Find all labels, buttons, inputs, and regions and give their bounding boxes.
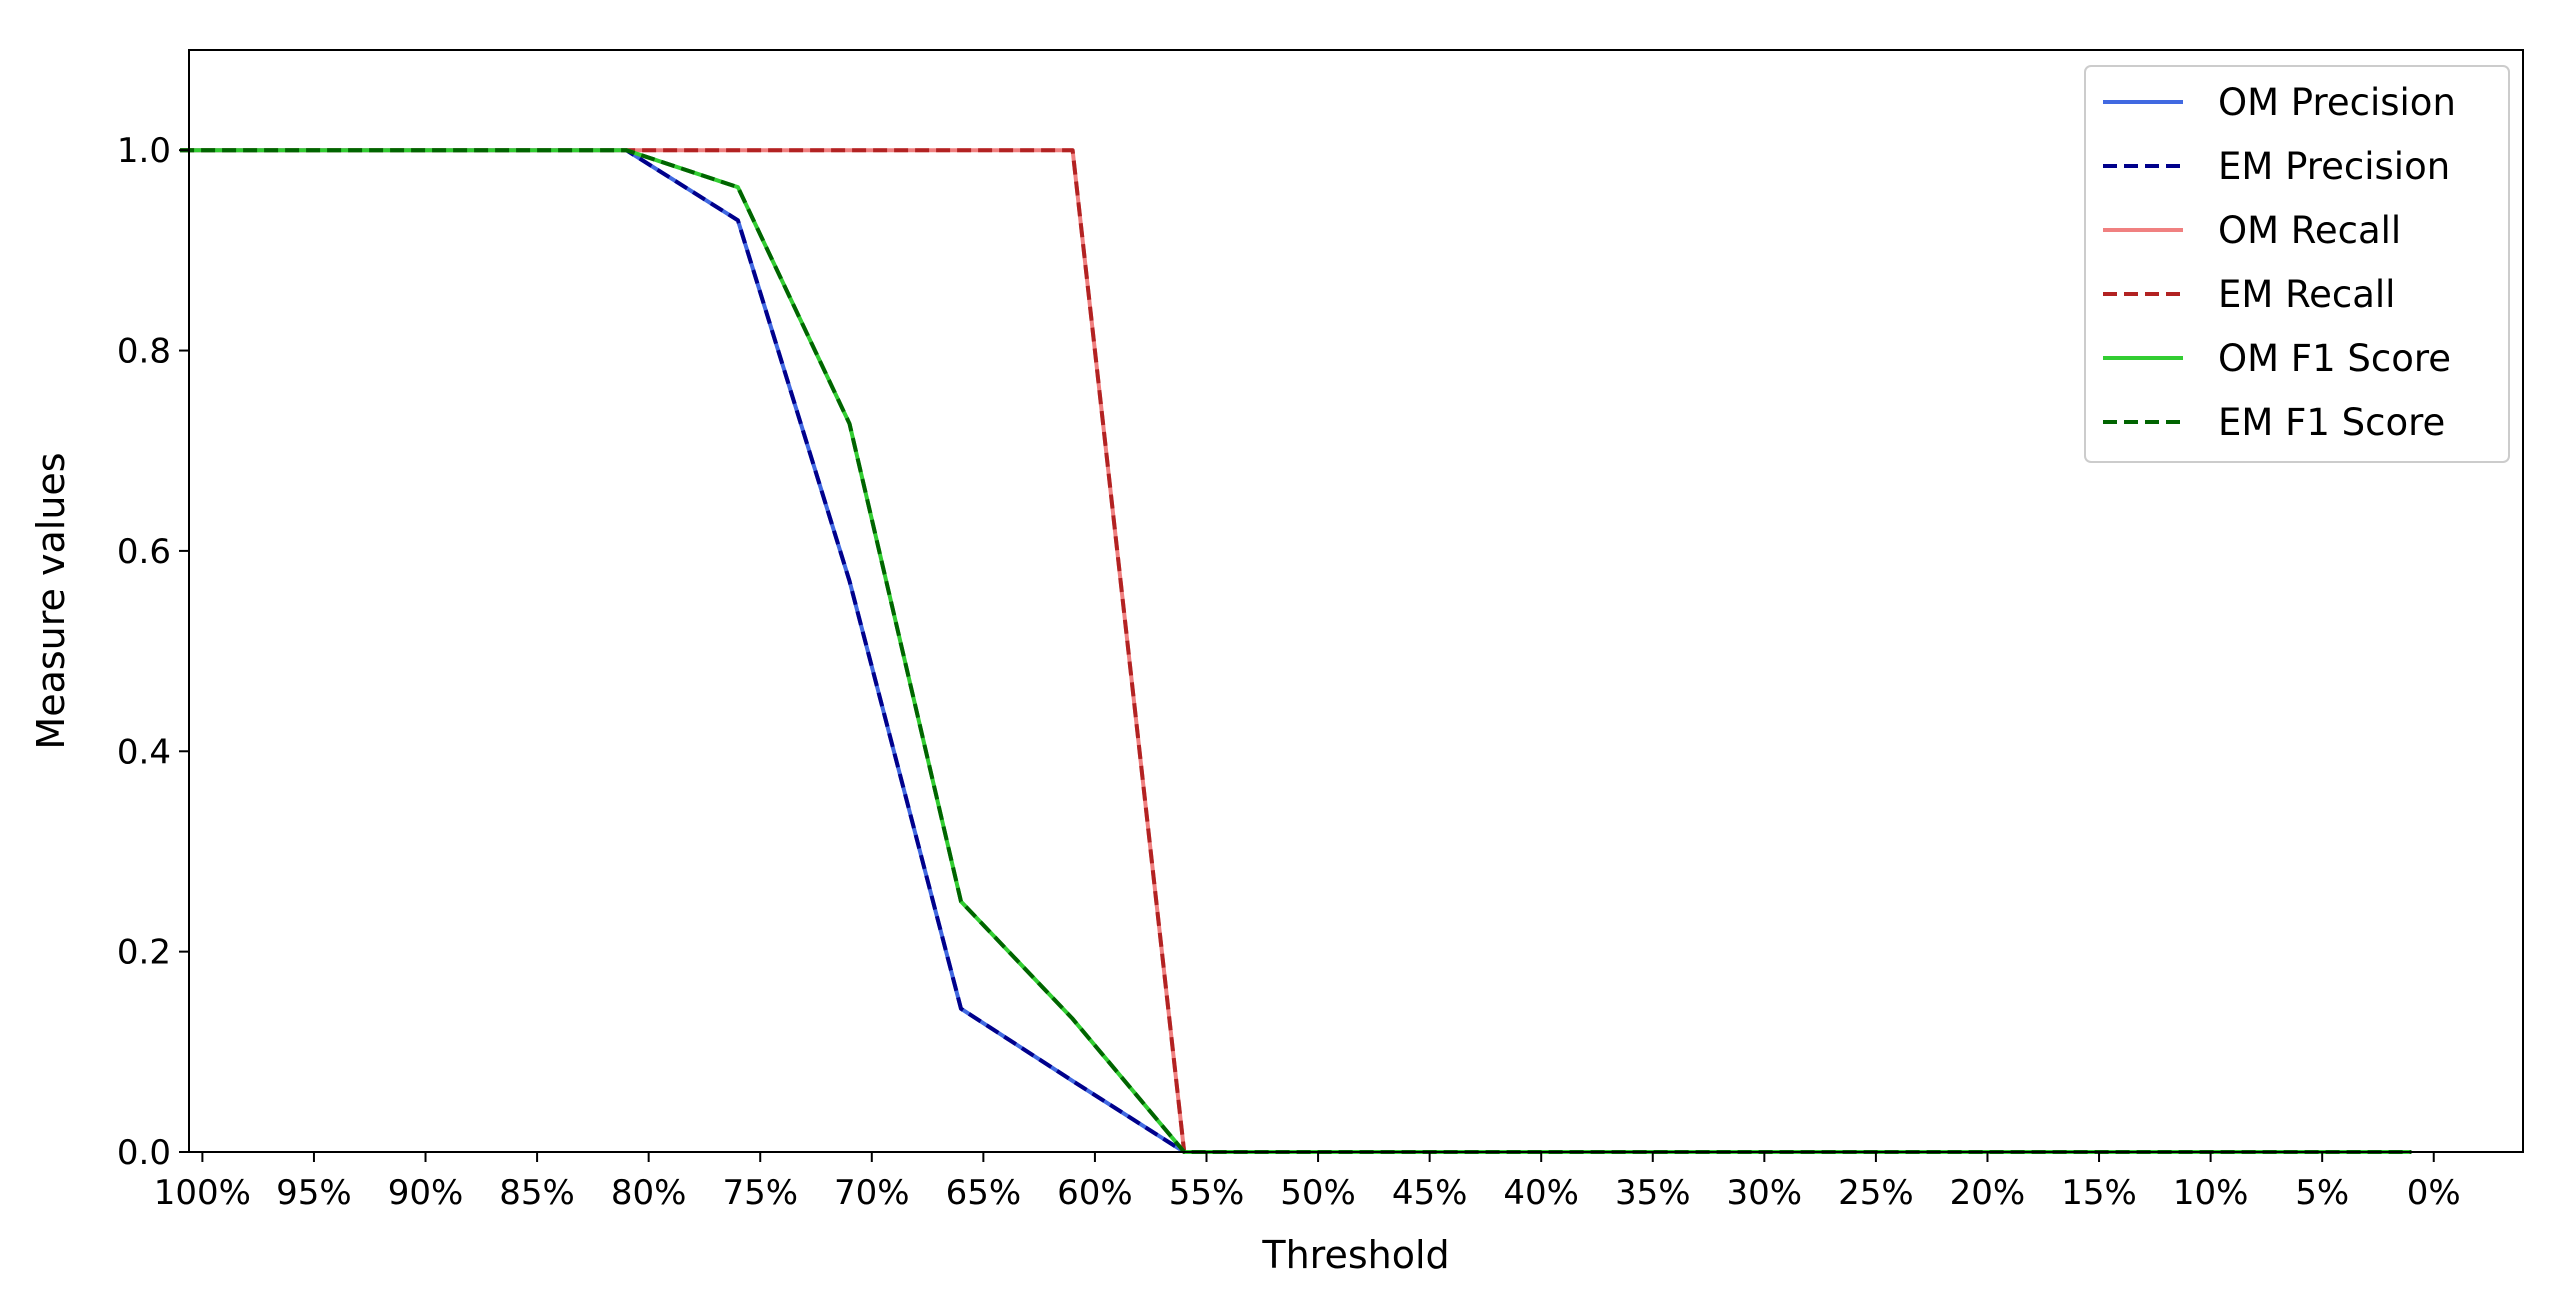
x-tick-label: 95%	[276, 1173, 352, 1213]
legend-label: EM F1 Score	[2218, 401, 2445, 444]
x-tick-label: 65%	[946, 1173, 1022, 1213]
x-tick-label: 15%	[2061, 1173, 2137, 1213]
series-line-om-precision	[180, 148, 2412, 1154]
x-tick-label: 70%	[834, 1173, 910, 1213]
series-line-om-recall	[180, 148, 2412, 1154]
series-line-em-recall	[180, 148, 2412, 1154]
legend-label: OM Recall	[2218, 209, 2401, 252]
legend-label: EM Precision	[2218, 145, 2450, 188]
legend: OM Precision EM Precision OM Recall EM Reca…	[2084, 65, 2510, 463]
x-tick-label: 0%	[2407, 1173, 2461, 1213]
x-tick-label: 35%	[1615, 1173, 1691, 1213]
legend-box	[2084, 65, 2510, 463]
x-tick-label: 80%	[611, 1173, 687, 1213]
x-tick-label: 5%	[2295, 1173, 2349, 1213]
legend-label: EM Recall	[2218, 273, 2395, 316]
x-axis: 100% 95% 90% 85% 80% 75% 70% 65% 60% 55% 50% 45% 40%…	[154, 1152, 2461, 1213]
x-tick-label: 85%	[499, 1173, 575, 1213]
x-tick-label: 45%	[1392, 1173, 1468, 1213]
x-tick-label: 50%	[1280, 1173, 1356, 1213]
y-tick-label: 0.6	[117, 532, 171, 572]
y-axis: 0.0 0.2 0.4 0.6 0.8 1.0	[117, 131, 189, 1173]
y-tick-label: 0.0	[117, 1133, 171, 1173]
y-tick-label: 1.0	[117, 131, 171, 171]
x-axis-label: Threshold	[1261, 1233, 1449, 1277]
y-tick-label: 0.8	[117, 332, 171, 372]
y-axis-label: Measure values	[29, 452, 73, 749]
y-tick-label: 0.2	[117, 933, 171, 973]
legend-label: OM F1 Score	[2218, 337, 2451, 380]
x-tick-label: 25%	[1838, 1173, 1914, 1213]
x-tick-label: 55%	[1169, 1173, 1245, 1213]
series-line-em-f1-score	[180, 148, 2412, 1154]
x-tick-label: 75%	[722, 1173, 798, 1213]
x-tick-label: 60%	[1057, 1173, 1133, 1213]
x-tick-label: 10%	[2173, 1173, 2249, 1213]
series-line-om-f1-score	[180, 148, 2412, 1154]
y-tick-label: 0.4	[117, 732, 171, 772]
legend-label: OM Precision	[2218, 81, 2456, 124]
x-tick-label: 40%	[1503, 1173, 1579, 1213]
plot-frame	[188, 49, 2524, 1153]
series-line-em-precision	[180, 148, 2412, 1154]
x-tick-label: 90%	[388, 1173, 464, 1213]
series-layer	[180, 148, 2412, 1154]
x-tick-label: 20%	[1950, 1173, 2026, 1213]
x-tick-label: 30%	[1727, 1173, 1803, 1213]
x-tick-label: 100%	[154, 1173, 251, 1213]
